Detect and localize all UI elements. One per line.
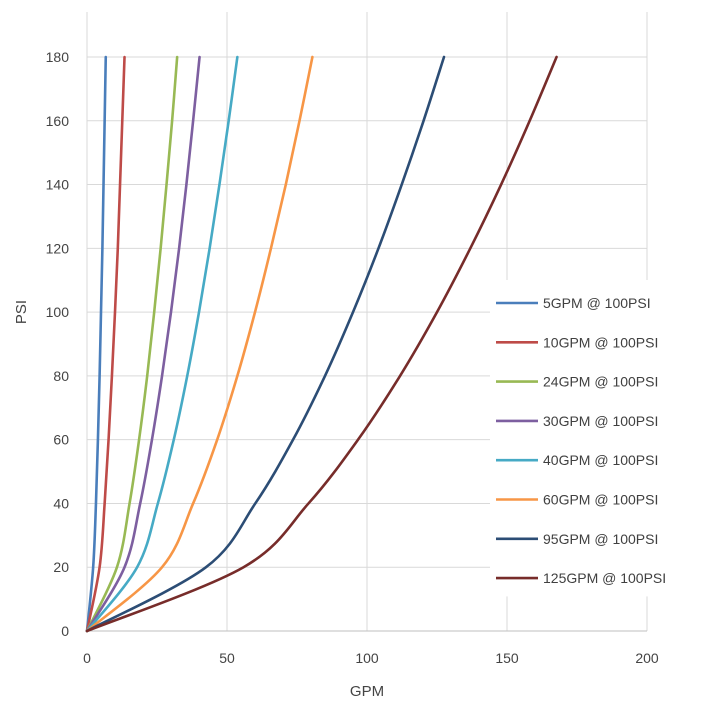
series-lines: [85, 55, 558, 633]
y-tick-label: 0: [61, 623, 69, 639]
y-tick-label: 100: [46, 304, 70, 320]
y-tick-label: 80: [53, 368, 69, 384]
y-tick-label: 60: [53, 432, 69, 448]
x-tick-label: 100: [355, 650, 379, 666]
series-line-8: [85, 55, 558, 633]
legend: 5GPM @ 100PSI 10GPM @ 100PSI 24GPM @ 100PS…: [490, 280, 700, 597]
x-tick-label: 50: [219, 650, 235, 666]
x-tick-label: 0: [83, 650, 91, 666]
legend-label: 60GPM @ 100PSI: [543, 492, 658, 508]
legend-label: 30GPM @ 100PSI: [543, 413, 658, 429]
legend-background: [490, 280, 700, 597]
series-line-3: [85, 55, 179, 633]
y-axis-title: PSI: [13, 300, 30, 324]
x-axis-title: GPM: [350, 683, 384, 700]
series-line-1: [85, 55, 108, 633]
legend-label: 95GPM @ 100PSI: [543, 531, 658, 547]
series-line-6: [85, 55, 314, 633]
y-tick-label: 160: [46, 113, 70, 129]
legend-label: 125GPM @ 100PSI: [543, 570, 666, 586]
y-tick-label: 20: [53, 559, 69, 575]
y-tick-label: 40: [53, 495, 69, 511]
series-line-2: [85, 55, 126, 633]
x-tick-label: 150: [495, 650, 519, 666]
legend-label: 5GPM @ 100PSI: [543, 295, 651, 311]
legend-label: 24GPM @ 100PSI: [543, 374, 658, 390]
y-tick-label: 180: [46, 49, 70, 65]
y-tick-label: 140: [46, 177, 70, 193]
tick-labels: 0 20 40 60 80 100 120 140 160 180 0 50 100 150 200: [46, 49, 659, 666]
series-line-5: [85, 55, 239, 633]
series-line-7: [85, 55, 446, 633]
legend-label: 10GPM @ 100PSI: [543, 334, 658, 350]
x-tick-label: 200: [635, 650, 659, 666]
y-tick-label: 120: [46, 240, 70, 256]
series-line-4: [85, 55, 201, 633]
legend-label: 40GPM @ 100PSI: [543, 452, 658, 468]
